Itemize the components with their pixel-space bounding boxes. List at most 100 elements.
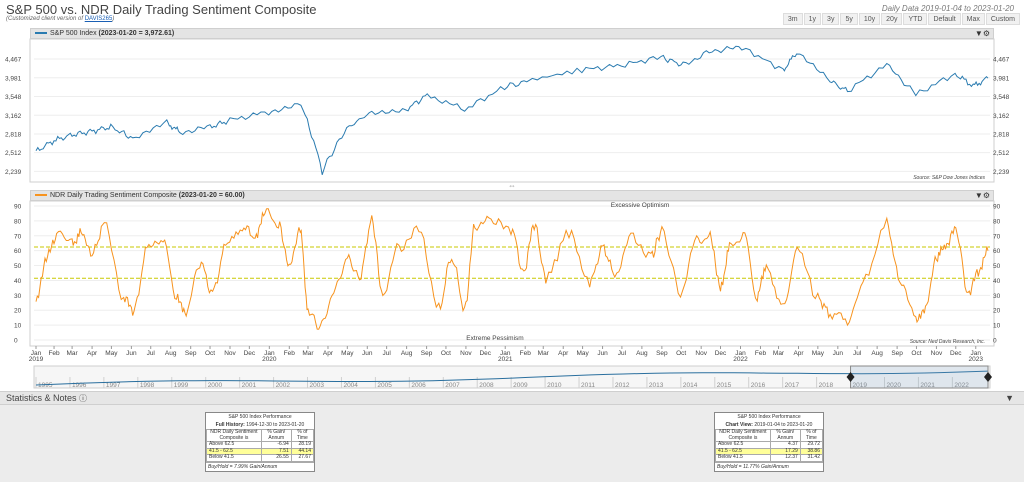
- x-month-label: Oct: [911, 350, 921, 357]
- row-gain: 12.37: [769, 454, 801, 462]
- navigator-selection: [850, 365, 989, 389]
- navigator-year-label: 2016: [751, 382, 766, 389]
- range-button-1y[interactable]: 1y: [803, 13, 822, 25]
- navigator-year-label: 2009: [513, 382, 528, 389]
- navigator-year-label: 2011: [581, 382, 595, 389]
- col-header: NDR Daily Sentiment Composite is: [715, 429, 771, 442]
- x-month-label: Jun: [833, 350, 844, 357]
- x-month-label: Dec: [244, 350, 256, 357]
- table-footer: Buy/Hold = 11.77% Gain/Annum: [715, 461, 823, 471]
- range-button-default[interactable]: Default: [928, 13, 961, 25]
- navigator-year-label: 1995: [38, 382, 53, 389]
- range-button-3m[interactable]: 3m: [782, 13, 803, 25]
- table-title: S&P 500 Index Performance: [228, 414, 292, 420]
- resize-handle-icon: ⇔: [508, 181, 516, 190]
- x-month-label: Jul: [618, 350, 627, 357]
- x-month-label: Mar: [302, 350, 314, 357]
- spx-y-tick-right: 2,818: [993, 131, 1010, 138]
- spx-y-tick-right: 2,512: [993, 150, 1010, 157]
- x-month-label: Jan: [735, 350, 746, 357]
- col-header: NDR Daily Sentiment Composite is: [206, 429, 262, 442]
- ndr-y-tick-left: 20: [14, 308, 22, 315]
- ndr-plot-area: [29, 200, 995, 347]
- x-month-label: Aug: [871, 350, 883, 357]
- navigator-year-label: 2001: [242, 382, 257, 389]
- x-month-label: Jun: [597, 350, 608, 357]
- navigator-year-label: 2022: [954, 382, 969, 389]
- ndr-y-tick-right: 50: [993, 263, 1001, 270]
- spx-y-tick-right: 3,162: [993, 113, 1010, 120]
- range-button-10y[interactable]: 10y: [858, 13, 881, 25]
- statistics-bar[interactable]: Statistics & Notes ⓘ ▼: [0, 391, 1024, 405]
- x-month-label: Sep: [185, 350, 197, 357]
- spx-source-note: Source: S&P Dow Jones Indices: [913, 175, 985, 181]
- x-month-label: Oct: [205, 350, 215, 357]
- spx-series-line: [35, 45, 989, 175]
- ndr-y-tick-right: 0: [993, 338, 997, 345]
- x-month-label: May: [341, 350, 354, 357]
- x-month-label: Apr: [793, 350, 804, 357]
- x-month-label: Jan: [971, 350, 982, 357]
- range-button-3y[interactable]: 3y: [822, 13, 840, 25]
- x-month-label: Mar: [538, 350, 550, 357]
- x-year-label: 2019: [29, 356, 44, 363]
- chart-title: S&P 500 vs. NDR Daily Trading Sentiment …: [6, 2, 317, 17]
- x-month-label: Nov: [460, 350, 472, 357]
- full-history-table: S&P 500 Index Performance Full History: …: [205, 412, 315, 472]
- info-icon[interactable]: ⓘ: [79, 394, 88, 403]
- ndr-y-tick-right: 10: [993, 323, 1001, 330]
- spx-y-tick-left: 3,981: [5, 75, 22, 82]
- date-range-info: Daily Data 2019-01-04 to 2023-01-20: [881, 4, 1014, 13]
- range-button-ytd[interactable]: YTD: [903, 13, 928, 25]
- x-month-label: Jun: [362, 350, 373, 357]
- spx-y-tick-right: 2,239: [993, 169, 1010, 176]
- x-month-label: Jan: [31, 350, 42, 357]
- navigator-year-label: 2014: [683, 382, 698, 389]
- spx-panel-tools[interactable]: ▼⚙: [974, 29, 990, 38]
- davis-link[interactable]: DAVIS265: [84, 16, 113, 22]
- ndr-y-tick-right: 90: [993, 204, 1001, 211]
- navigator-year-label: 1996: [72, 382, 87, 389]
- ndr-y-tick-left: 10: [14, 323, 22, 330]
- chevron-down-icon[interactable]: ▼: [1005, 393, 1014, 403]
- ndr-legend-swatch: [35, 194, 47, 197]
- navigator-handle-left[interactable]: [846, 372, 855, 382]
- x-month-label: Aug: [401, 350, 413, 357]
- x-month-label: Dec: [479, 350, 491, 357]
- range-button-custom[interactable]: Custom: [985, 13, 1020, 25]
- navigator-year-label: 2002: [276, 382, 291, 389]
- navigator-year-label: 1998: [140, 382, 155, 389]
- navigator-year-label: 2010: [547, 382, 562, 389]
- ndr-y-tick-left: 40: [14, 278, 22, 285]
- navigator-handle-right[interactable]: [984, 372, 992, 382]
- navigator-year-label: 2004: [343, 382, 358, 389]
- x-month-label: Sep: [421, 350, 433, 357]
- range-button-max[interactable]: Max: [961, 13, 985, 25]
- subtitle-suffix: ): [112, 16, 115, 22]
- ndr-y-tick-left: 50: [14, 263, 22, 270]
- x-month-label: Jan: [264, 350, 275, 357]
- table-period-value: 2019-01-04 to 2023-01-20: [754, 422, 813, 428]
- x-month-label: Feb: [284, 350, 296, 357]
- x-month-label: Oct: [676, 350, 686, 357]
- ndr-legend-value: (2023-01-20 = 60.00): [178, 192, 245, 199]
- range-button-20y[interactable]: 20y: [881, 13, 903, 25]
- table-period-value: 1994-12-30 to 2023-01-20: [246, 422, 305, 428]
- range-button-5y[interactable]: 5y: [840, 13, 858, 25]
- x-month-label: May: [576, 350, 589, 357]
- ndr-series-line: [35, 208, 989, 330]
- spx-legend-value: (2023-01-20 = 3,972.61): [98, 30, 175, 37]
- spx-y-tick-left: 4,467: [5, 57, 22, 64]
- navigator-year-label: 2000: [208, 382, 223, 389]
- spx-y-tick-left: 3,162: [5, 113, 22, 120]
- ndr-y-tick-right: 20: [993, 308, 1001, 315]
- chart-subtitle: (Customized client version of DAVIS265): [6, 16, 114, 22]
- x-month-label: Nov: [224, 350, 236, 357]
- x-month-label: Jan: [500, 350, 511, 357]
- ndr-panel-tools[interactable]: ▼⚙: [974, 191, 990, 200]
- x-month-label: Apr: [558, 350, 569, 357]
- spx-y-tick-right: 4,467: [993, 57, 1010, 64]
- ndr-y-tick-right: 30: [993, 293, 1001, 300]
- col-header: % Gain/ Annum: [260, 429, 292, 442]
- spx-plot-area: [29, 38, 995, 183]
